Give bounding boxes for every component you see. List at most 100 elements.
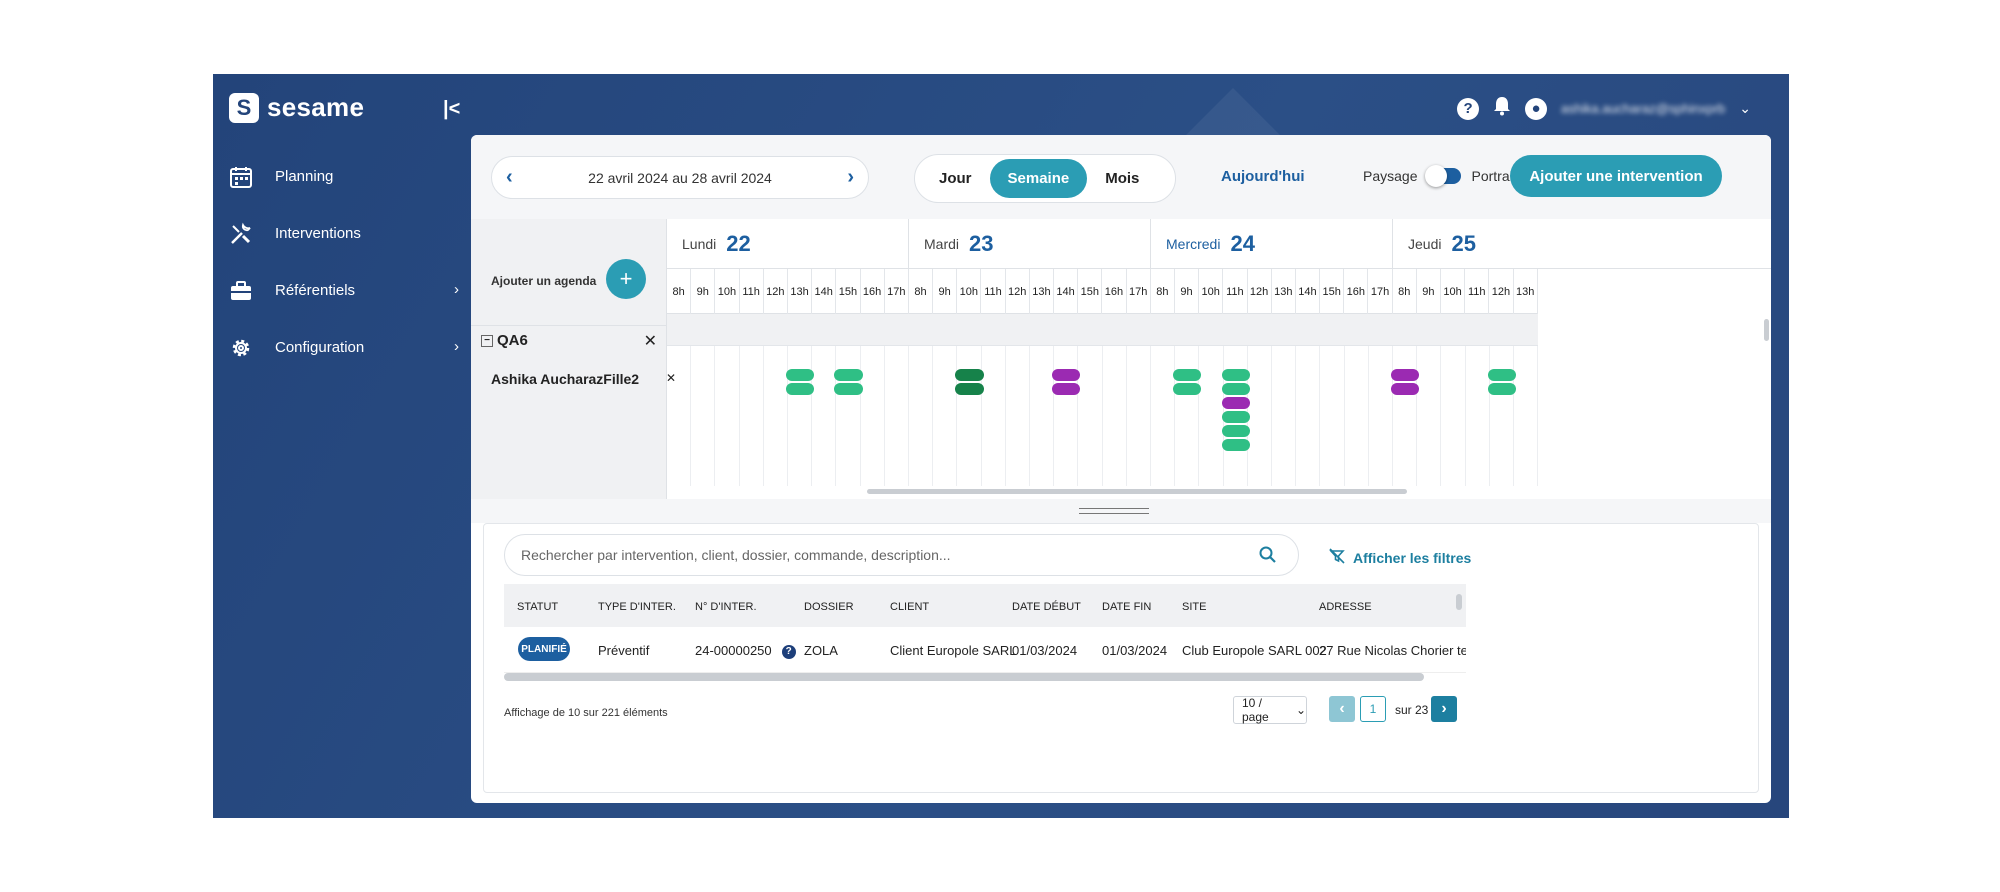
intervention-event[interactable] xyxy=(1173,369,1202,381)
page-size-select[interactable]: 10 / page ⌄ xyxy=(1233,696,1307,724)
grid-line xyxy=(1416,346,1418,486)
search-input[interactable] xyxy=(521,547,1221,563)
next-page-button[interactable]: › xyxy=(1431,696,1457,722)
intervention-event[interactable] xyxy=(1221,369,1250,381)
intervention-event[interactable] xyxy=(1221,439,1250,451)
page-size-value: 10 / page xyxy=(1242,696,1269,724)
intervention-event[interactable] xyxy=(1052,383,1081,395)
prev-week-icon[interactable]: ‹ xyxy=(506,166,513,188)
briefcase-icon xyxy=(227,277,255,305)
chevron-right-icon: › xyxy=(454,281,459,298)
hour-label: 17h xyxy=(1368,269,1393,314)
column-header[interactable]: DOSSIER xyxy=(804,601,854,613)
sidebar-item-interventions[interactable]: Interventions xyxy=(213,205,473,262)
chevron-down-icon[interactable]: ⌄ xyxy=(1739,100,1751,116)
hour-row: 8h 9h 10h 11h 12h 13h 14h 15h 16h 17h 8h 9h 10h 11h 12… xyxy=(667,269,1539,314)
hour-label: 11h xyxy=(740,269,764,314)
sidebar-item-configuration[interactable]: Configuration › xyxy=(213,319,473,376)
table-header: STATUT TYPE D'INTER. N° D'INTER. DOSSIER… xyxy=(504,584,1466,627)
grid-line xyxy=(1440,346,1442,486)
grid-line xyxy=(1174,346,1176,486)
tools-icon xyxy=(227,220,255,248)
intervention-event[interactable] xyxy=(1391,369,1420,381)
orientation-left-label: Paysage xyxy=(1363,168,1418,184)
sidebar-item-label: Interventions xyxy=(275,225,361,242)
intervention-event[interactable] xyxy=(1221,425,1250,437)
view-switcher: Jour Semaine Mois xyxy=(914,154,1176,203)
column-header[interactable]: DATE DÉBUT xyxy=(1012,601,1081,613)
intervention-event[interactable] xyxy=(1221,411,1250,423)
grid-line xyxy=(1053,346,1055,486)
collapse-sidebar-icon[interactable]: |< xyxy=(443,98,461,120)
app-name: sesame xyxy=(267,92,365,122)
intervention-event[interactable] xyxy=(1221,383,1250,395)
bell-icon[interactable] xyxy=(1493,96,1511,121)
day-name: Mercredi xyxy=(1166,235,1221,252)
column-header[interactable]: N° D'INTER. xyxy=(695,601,757,613)
current-page[interactable]: 1 xyxy=(1360,696,1386,722)
remove-agenda-icon[interactable]: ✕ xyxy=(666,371,677,385)
orientation-toggle[interactable] xyxy=(1425,165,1462,187)
view-day-button[interactable]: Jour xyxy=(939,170,972,187)
panel-resize-handle[interactable] xyxy=(471,499,1771,523)
column-header[interactable]: ADRESSE xyxy=(1319,601,1372,613)
intervention-event[interactable] xyxy=(786,383,815,395)
grid-line xyxy=(1464,346,1466,486)
search-icon[interactable] xyxy=(1258,545,1278,565)
intervention-event[interactable] xyxy=(955,369,984,381)
grid-line xyxy=(1029,346,1030,486)
column-header[interactable]: STATUT xyxy=(517,601,559,613)
add-intervention-button[interactable]: Ajouter une intervention xyxy=(1510,155,1722,197)
view-week-button[interactable]: Semaine xyxy=(989,159,1088,198)
next-week-icon[interactable]: › xyxy=(847,166,854,188)
grid-line xyxy=(980,346,982,486)
calendar-horizontal-scrollbar[interactable] xyxy=(867,489,1407,494)
user-avatar-icon[interactable]: ● xyxy=(1525,97,1548,120)
hour-label: 12h xyxy=(1489,269,1514,314)
grid-line xyxy=(1319,346,1321,486)
table-row[interactable]: PLANIFIÉ Préventif 24-00000250? ZOLA Cli… xyxy=(504,627,1466,673)
intervention-event[interactable] xyxy=(1173,383,1202,395)
intervention-event[interactable] xyxy=(1487,369,1516,381)
sidebar-item-referentiels[interactable]: Référentiels › xyxy=(213,262,473,319)
cell-site: Club Europole SARL 002 xyxy=(1182,643,1327,658)
intervention-event[interactable] xyxy=(1052,369,1081,381)
help-icon[interactable]: ? xyxy=(781,644,796,659)
intervention-event[interactable] xyxy=(1391,383,1420,395)
grid-line xyxy=(1271,346,1272,486)
show-filters-button[interactable]: Afficher les filtres xyxy=(1329,548,1471,567)
column-header[interactable]: TYPE D'INTER. xyxy=(598,601,676,613)
column-header[interactable]: DATE FIN xyxy=(1102,601,1152,613)
help-icon[interactable]: ? xyxy=(1457,97,1480,120)
sidebar-item-planning[interactable]: Planning xyxy=(213,148,473,205)
remove-group-icon[interactable]: ✕ xyxy=(643,332,657,350)
intervention-event[interactable] xyxy=(1487,383,1516,395)
hour-label: 13h xyxy=(1272,269,1296,314)
hour-label: 10h xyxy=(957,269,982,314)
intervention-event[interactable] xyxy=(786,369,815,381)
agenda-group[interactable]: − QA6 ✕ xyxy=(471,325,667,355)
collapse-group-icon[interactable]: − xyxy=(481,334,493,347)
add-agenda-button[interactable]: + xyxy=(606,259,646,299)
status-badge: PLANIFIÉ xyxy=(518,637,570,661)
cell-adresse: 27 Rue Nicolas Chorier test xyxy=(1319,643,1466,658)
table-horizontal-scrollbar[interactable] xyxy=(504,673,1424,681)
user-email[interactable]: ashika.aucharaz@sphinxprb xyxy=(1561,101,1726,116)
column-header[interactable]: SITE xyxy=(1182,601,1207,613)
table-vertical-scrollbar[interactable] xyxy=(1456,594,1462,610)
grid-line xyxy=(811,346,813,486)
previous-page-button[interactable]: ‹ xyxy=(1329,696,1355,722)
today-button[interactable]: Aujourd'hui xyxy=(1221,168,1305,185)
calendar-vertical-scrollbar[interactable] xyxy=(1764,319,1769,341)
hour-label: 15h xyxy=(1320,269,1345,314)
intervention-event[interactable] xyxy=(955,383,984,395)
intervention-event[interactable] xyxy=(834,369,863,381)
app-logo[interactable]: S sesame xyxy=(229,92,364,123)
intervention-event[interactable] xyxy=(834,383,863,395)
hour-label: 11h xyxy=(981,269,1006,314)
intervention-event[interactable] xyxy=(1221,397,1250,409)
column-header[interactable]: CLIENT xyxy=(890,601,930,613)
cell-number: 24-00000250? xyxy=(695,643,796,659)
sidebar-item-label: Configuration xyxy=(275,339,365,356)
view-month-button[interactable]: Mois xyxy=(1105,170,1140,187)
